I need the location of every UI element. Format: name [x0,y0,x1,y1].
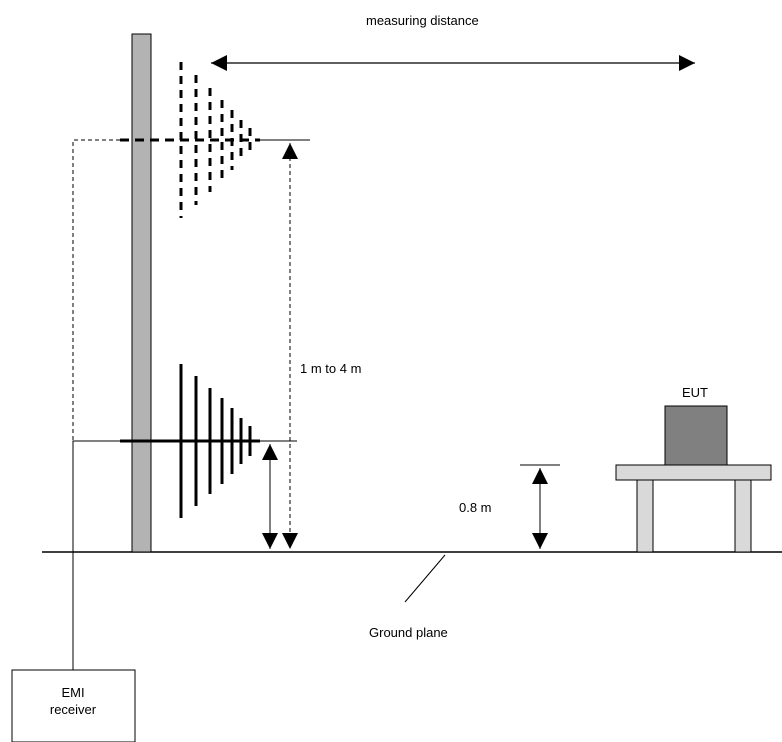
ground-plane-label: Ground plane [369,625,448,640]
eut-box [664,405,728,466]
cable-upper-dashed [72,139,120,440]
cable-to-receiver [72,440,120,670]
measuring-distance-label: measuring distance [366,13,479,28]
table-leg-left [636,479,654,553]
upper-antenna-elements [179,62,252,218]
height-range-label: 1 m to 4 m [300,361,361,376]
table-top [615,464,772,481]
antenna-mast [131,33,152,553]
eut-label: EUT [682,385,708,400]
receiver-label-line2: receiver [50,702,97,717]
table-height-label: 0.8 m [459,500,492,515]
table-leg-right [734,479,752,553]
receiver-label-line1: EMI [61,685,84,700]
emi-receiver-box [11,669,136,742]
lower-antenna-elements [179,364,252,518]
ground-plane-leader [404,554,446,603]
